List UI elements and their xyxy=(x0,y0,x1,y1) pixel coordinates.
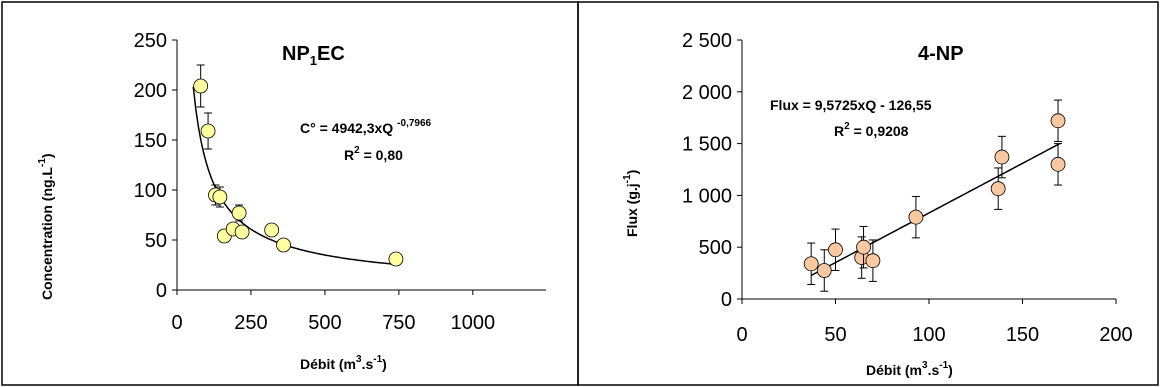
chart-2-y-label-sup: -1 xyxy=(622,174,633,183)
chart-1-r2-sup: 2 xyxy=(354,145,360,156)
chart-1-data-point xyxy=(276,237,291,253)
chart-1-y-label: Concentration (ng.L-1) xyxy=(37,153,55,300)
chart-2-data-point xyxy=(803,256,819,272)
chart-1-x-label-sup2: -1 xyxy=(373,354,382,365)
chart-1-y-tick-label: 200 xyxy=(134,80,167,102)
chart-1-r2-prefix: R xyxy=(344,147,354,163)
chart-1-y-tick-label: 100 xyxy=(134,180,167,202)
chart-1-x-label: Débit (m3.s-1) xyxy=(300,354,387,372)
chart-1-y-label-end: ) xyxy=(39,153,55,158)
chart-2-x-label-a: Débit (m xyxy=(866,362,922,378)
chart-1-x-tick-label: 0 xyxy=(171,312,182,334)
chart-2-data-point xyxy=(856,239,871,255)
chart-2-points xyxy=(803,99,1066,292)
chart-1-r2-value: = 0,80 xyxy=(360,147,403,163)
chart-1-data-point xyxy=(212,189,228,205)
chart-1-y-tick-label: 50 xyxy=(145,230,167,252)
chart-2-data-point xyxy=(994,149,1010,165)
chart-1-y-tick-label: 0 xyxy=(156,280,167,302)
chart-1-y-tick-label: 150 xyxy=(134,130,167,152)
chart-1-x-tick-label: 750 xyxy=(382,312,415,334)
chart-1-points xyxy=(193,64,404,267)
chart-2: 0 500 1 000 1 500 2 000 2 500 0 50 100 150 200 4-… xyxy=(622,30,1133,378)
chart-2-y-tick-label: 500 xyxy=(699,237,732,259)
chart-1-y-label-sup: -1 xyxy=(37,158,48,167)
chart-1-title-sub: 1 xyxy=(310,53,317,68)
chart-2-data-point xyxy=(816,263,832,278)
chart-1-equation-exp: -0,7966 xyxy=(397,118,431,129)
chart-2-x-tick-label: 200 xyxy=(1099,324,1132,346)
chart-2-r2-sup: 2 xyxy=(844,121,850,132)
chart-1-y-label-a: Concentration (ng.L xyxy=(39,167,55,300)
chart-1-x-tick-label: 1000 xyxy=(451,312,496,334)
chart-2-y-tick-label: 2 500 xyxy=(682,30,732,52)
chart-2-y-ticks: 0 500 1 000 1 500 2 000 2 500 xyxy=(682,30,742,311)
chart-2-x-label-end: ) xyxy=(948,362,953,378)
chart-1-data-point xyxy=(234,224,250,240)
chart-1-x-label-sup1: 3 xyxy=(356,354,362,365)
chart-2-y-tick-label: 0 xyxy=(721,289,732,311)
chart-2-y-label-a: Flux (g.j xyxy=(624,183,640,237)
chart-1-y-tick-label: 250 xyxy=(134,30,167,52)
chart-1-fit-curve xyxy=(192,86,398,266)
chart-1-data-point xyxy=(388,251,404,267)
chart-1-x-tick-label: 250 xyxy=(234,312,267,334)
chart-1-data-point xyxy=(264,222,280,238)
chart-1-equation: C° = 4942,3xQ -0,7966 xyxy=(300,118,432,136)
chart-2-data-point xyxy=(865,253,881,269)
chart-1-data-point xyxy=(193,78,209,94)
chart-1-axes xyxy=(176,40,546,291)
chart-2-x-label-sup1: 3 xyxy=(922,360,928,371)
chart-2-title: 4-NP xyxy=(918,43,964,65)
chart-1-x-label-mid: .s xyxy=(362,356,374,372)
chart-1-x-ticks: 0 250 500 750 1000 xyxy=(171,290,495,334)
chart-1-x-label-a: Débit (m xyxy=(300,356,356,372)
chart-2-data-point xyxy=(908,209,924,225)
chart-1-title-rest: EC xyxy=(317,43,345,65)
chart-1-title-main: NP xyxy=(282,43,310,65)
chart-1-y-ticks: 0 50 100 150 200 250 xyxy=(134,30,177,302)
chart-1-data-point xyxy=(200,123,216,139)
panel-border-right xyxy=(577,1,1159,386)
chart-2-x-tick-label: 150 xyxy=(1006,324,1039,346)
chart-2-fit-line xyxy=(810,142,1061,277)
chart-2-y-label-end: ) xyxy=(624,170,640,175)
chart-2-y-label: Flux (g.j-1) xyxy=(622,170,640,237)
chart-2-r2: R2 = 0,9208 xyxy=(834,121,909,139)
chart-2-equation: Flux = 9,5725xQ - 126,55 xyxy=(770,97,932,113)
chart-2-x-label: Débit (m3.s-1) xyxy=(866,360,953,378)
chart-2-y-tick-label: 1 000 xyxy=(682,185,732,207)
chart-1-equation-text: C° = 4942,3xQ xyxy=(300,120,393,136)
chart-2-data-point xyxy=(1050,113,1066,129)
chart-2-r2-prefix: R xyxy=(834,123,844,139)
chart-2-y-tick-label: 2 000 xyxy=(682,82,732,104)
chart-1-x-tick-label: 500 xyxy=(308,312,341,334)
chart-2-x-label-mid: .s xyxy=(928,362,940,378)
chart-1-title: NP1EC xyxy=(282,43,345,68)
chart-1-r2: R2 = 0,80 xyxy=(344,145,403,163)
chart-2-x-label-sup2: -1 xyxy=(939,360,948,371)
chart-2-x-tick-label: 100 xyxy=(912,324,945,346)
chart-2-r2-value: = 0,9208 xyxy=(850,123,909,139)
chart-2-x-tick-label: 50 xyxy=(824,324,846,346)
chart-2-x-ticks: 0 50 100 150 200 xyxy=(736,299,1133,346)
chart-2-data-point xyxy=(828,242,843,258)
chart-1: 0 50 100 150 200 250 0 250 500 750 1000 NP1EC C° … xyxy=(37,30,546,372)
chart-1-x-label-end: ) xyxy=(382,356,387,372)
chart-2-x-tick-label: 0 xyxy=(736,324,747,346)
chart-2-data-point xyxy=(990,181,1006,197)
chart-1-data-point xyxy=(231,205,247,221)
chart-2-data-point xyxy=(1050,156,1066,172)
chart-2-y-tick-label: 1 500 xyxy=(682,134,732,156)
